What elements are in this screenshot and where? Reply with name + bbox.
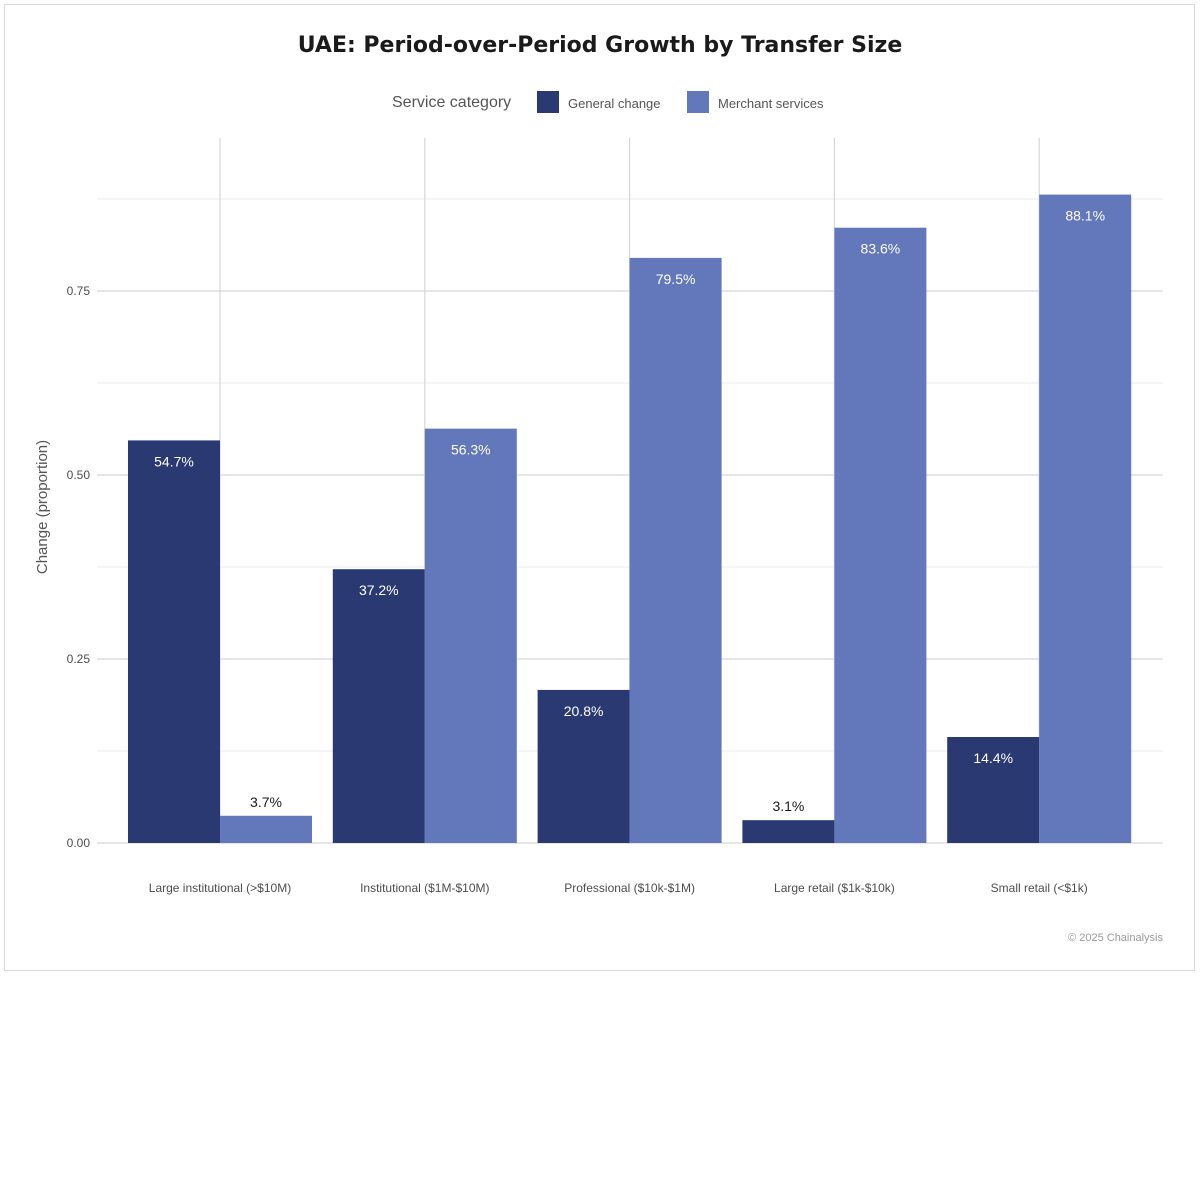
data-label: 83.6%: [861, 241, 901, 257]
y-tick-label: 0.00: [67, 836, 91, 850]
data-label: 3.7%: [250, 794, 282, 810]
x-tick-label: Small retail (<$1k): [991, 881, 1088, 895]
x-tick-label: Large institutional (>$10M): [149, 881, 291, 895]
data-label: 37.2%: [359, 582, 399, 598]
legend-label-general-change: General change: [568, 96, 661, 111]
y-tick-label: 0.25: [67, 652, 91, 666]
x-tick-label: Institutional ($1M-$10M): [360, 881, 489, 895]
data-label: 14.4%: [973, 750, 1013, 766]
bar-merchant-services-4: [1039, 194, 1132, 844]
y-axis-title: Change (proportion): [34, 440, 51, 574]
data-label: 56.3%: [451, 442, 491, 458]
bar-merchant-services-1: [424, 428, 517, 843]
data-label: 3.1%: [772, 798, 804, 814]
chart-title: UAE: Period-over-Period Growth by Transf…: [297, 33, 903, 58]
y-tick-label: 0.75: [67, 284, 91, 298]
data-label: 79.5%: [656, 271, 696, 287]
legend: Service category General change Merchant…: [0, 90, 1200, 116]
bar-merchant-services-3: [834, 227, 927, 844]
legend-label-merchant-services: Merchant services: [718, 96, 824, 111]
bar-general-change-4: [947, 737, 1040, 843]
legend-swatch-merchant-services: [687, 91, 709, 113]
bar-general-change-1: [332, 569, 425, 843]
bar-general-change-3: [742, 820, 835, 843]
data-label: 20.8%: [564, 703, 604, 719]
copyright-caption: © 2025 Chainalysis: [1068, 932, 1163, 944]
y-tick-label: 0.50: [67, 468, 91, 482]
bar-general-change-2: [537, 689, 630, 843]
data-label: 88.1%: [1065, 208, 1105, 224]
legend-swatch-general-change: [537, 91, 559, 113]
legend-title: Service category: [392, 94, 512, 111]
bar-general-change-0: [128, 440, 220, 843]
bar-merchant-services-0: [220, 815, 312, 843]
data-label: 54.7%: [154, 453, 194, 469]
x-tick-label: Large retail ($1k-$10k): [774, 881, 895, 895]
x-tick-label: Professional ($10k-$1M): [564, 881, 695, 895]
bar-merchant-services-2: [629, 257, 722, 843]
